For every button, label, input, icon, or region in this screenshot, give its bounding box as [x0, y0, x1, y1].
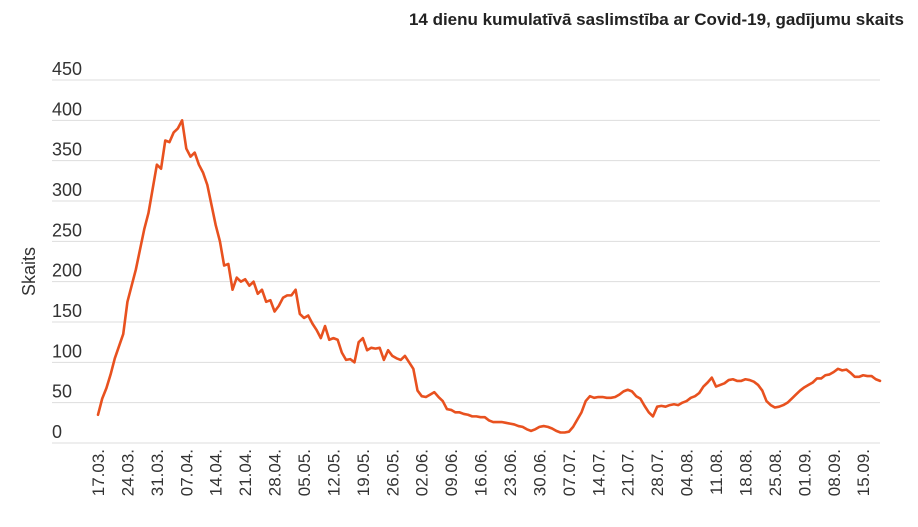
y-tick-label: 150	[52, 301, 82, 321]
y-axis-label: Skaits	[19, 247, 39, 296]
x-tick-label: 31.03.	[148, 449, 167, 496]
y-tick-label: 350	[52, 140, 82, 160]
x-tick-label: 02.06.	[413, 449, 432, 496]
x-tick-label: 17.03.	[89, 449, 108, 496]
x-axis-ticks: 17.03. 24.03. 31.03. 07.04. 14.04. 21.04. 28.0…	[89, 449, 873, 496]
x-tick-label: 21.04.	[236, 449, 255, 496]
x-tick-label: 07.04.	[177, 449, 196, 496]
x-tick-label: 12.05.	[324, 449, 343, 496]
x-tick-label: 30.06.	[530, 449, 549, 496]
x-tick-label: 18.08.	[736, 449, 755, 496]
x-tick-label: 04.08.	[678, 449, 697, 496]
y-tick-label: 450	[52, 59, 82, 79]
y-axis-ticks: 0 50 100 150 200 250 300 350 400 450	[52, 59, 82, 442]
x-tick-label: 07.07.	[560, 449, 579, 496]
x-tick-label: 28.04.	[266, 449, 285, 496]
x-tick-label: 01.09.	[795, 449, 814, 496]
series-line	[96, 119, 882, 434]
x-tick-label: 15.09.	[854, 449, 873, 496]
chart-title: 14 dienu kumulatīvā saslimstība ar Covid…	[408, 10, 904, 29]
x-tick-label: 28.07.	[648, 449, 667, 496]
gridlines	[52, 79, 880, 444]
x-tick-label: 23.06.	[501, 449, 520, 496]
y-tick-label: 250	[52, 220, 82, 240]
x-tick-label: 05.05.	[295, 449, 314, 496]
x-tick-label: 08.09.	[825, 449, 844, 496]
y-tick-label: 300	[52, 180, 82, 200]
y-tick-label: 200	[52, 261, 82, 281]
x-tick-label: 24.03.	[118, 449, 137, 496]
x-tick-label: 11.08.	[707, 449, 726, 495]
x-tick-label: 21.07.	[619, 449, 638, 496]
x-tick-label: 16.06.	[472, 449, 491, 496]
y-tick-label: 400	[52, 99, 82, 119]
y-tick-label: 0	[52, 422, 62, 442]
x-tick-label: 26.05.	[383, 449, 402, 496]
x-tick-label: 09.06.	[442, 449, 461, 496]
x-tick-label: 25.08.	[766, 449, 785, 496]
x-tick-label: 14.07.	[589, 449, 608, 496]
y-tick-label: 50	[52, 382, 72, 402]
x-tick-label: 19.05.	[354, 449, 373, 496]
x-tick-label: 14.04.	[207, 449, 226, 496]
y-tick-label: 100	[52, 341, 82, 361]
